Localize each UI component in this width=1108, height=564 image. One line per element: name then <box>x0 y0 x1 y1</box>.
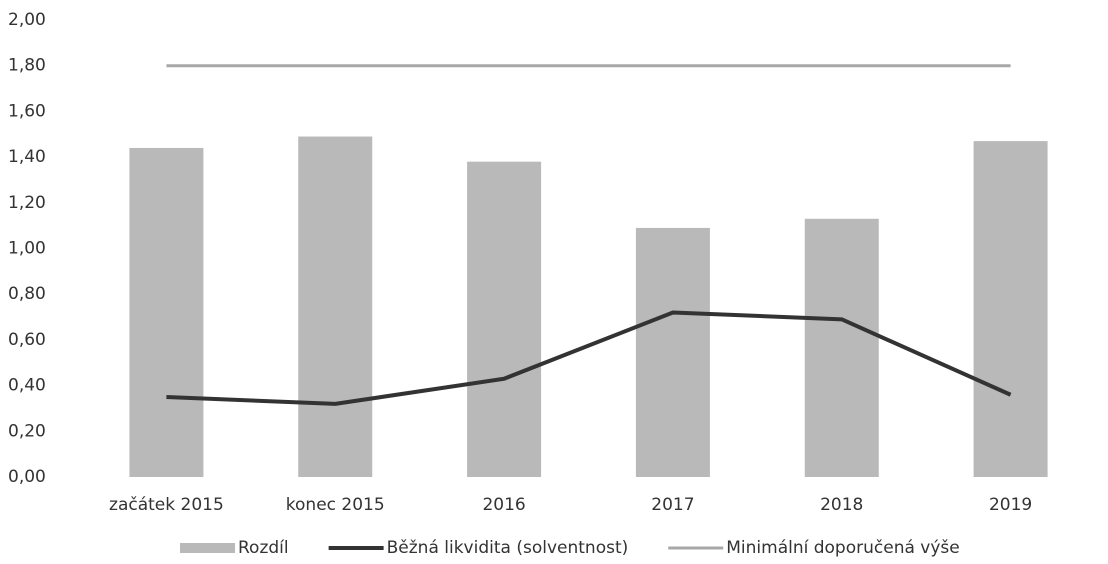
y-tick-label: 0,40 <box>8 376 46 396</box>
y-tick-label: 1,20 <box>8 193 46 213</box>
y-tick-label: 1,40 <box>8 147 46 167</box>
x-tick-label: konec 2015 <box>286 495 385 515</box>
legend-label: Běžná likvidita (solventnost) <box>387 538 629 558</box>
x-tick-label: začátek 2015 <box>109 495 224 515</box>
bar <box>635 227 710 477</box>
y-tick-label: 0,00 <box>8 467 46 487</box>
x-tick-label: 2017 <box>651 495 694 515</box>
bar <box>804 218 879 478</box>
legend-label: Minimální doporučená výše <box>726 538 959 558</box>
legend-label: Rozdíl <box>238 538 289 558</box>
bar <box>467 161 542 478</box>
y-tick-label: 0,80 <box>8 284 46 304</box>
bar <box>298 136 373 477</box>
y-tick-label: 1,80 <box>8 56 46 76</box>
y-tick-label: 1,60 <box>8 101 46 121</box>
x-tick-label: 2019 <box>989 495 1032 515</box>
bar <box>973 141 1048 478</box>
x-tick-label: 2016 <box>482 495 525 515</box>
x-tick-label: 2018 <box>820 495 863 515</box>
y-tick-label: 0,60 <box>8 330 46 350</box>
y-tick-label: 2,00 <box>8 10 46 30</box>
y-tick-label: 0,20 <box>8 421 46 441</box>
line <box>166 310 1012 406</box>
y-tick-label: 1,00 <box>8 239 46 259</box>
bar <box>129 147 204 477</box>
legend-swatch <box>180 543 235 553</box>
